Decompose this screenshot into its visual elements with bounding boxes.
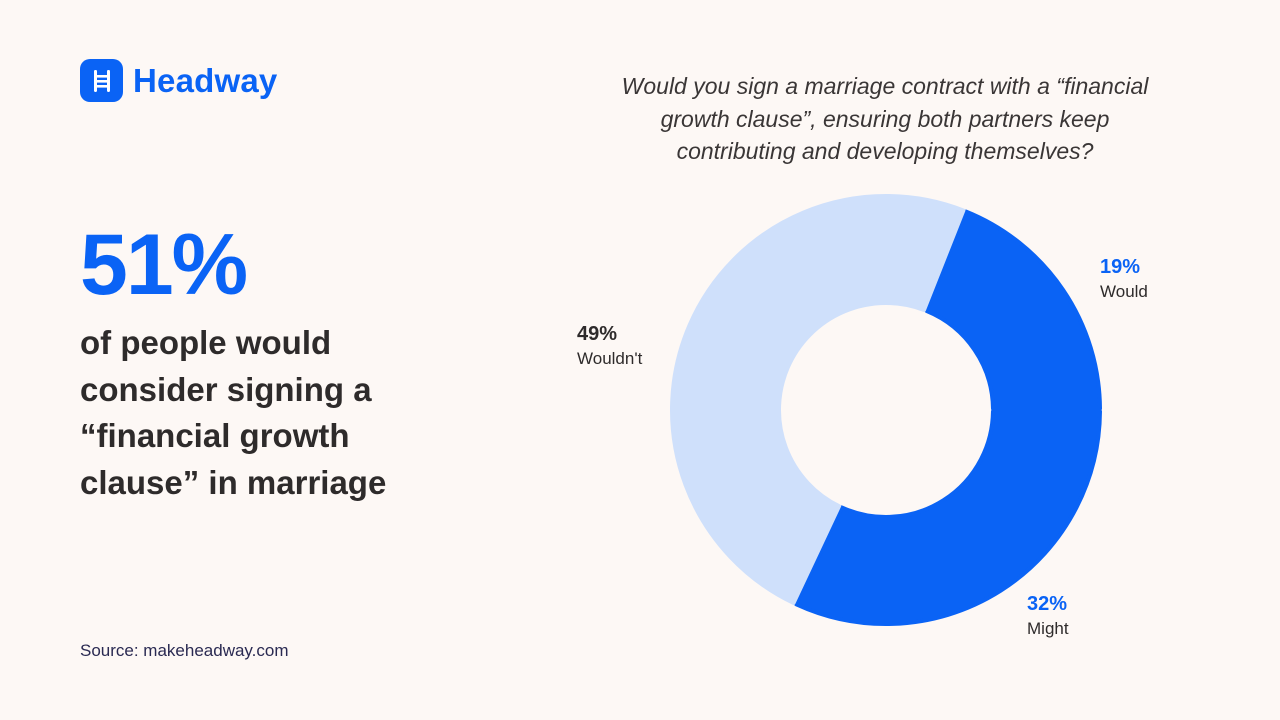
brand-logo: Headway bbox=[80, 59, 277, 102]
brand-name: Headway bbox=[133, 61, 278, 99]
label-wouldnt-name: Wouldn't bbox=[577, 349, 643, 368]
headline-line: consider signing a bbox=[80, 370, 372, 408]
question-line: growth clause”, ensuring both partners k… bbox=[660, 105, 1110, 132]
headline-line: clause” in marriage bbox=[80, 463, 387, 501]
source-credit: Source: makeheadway.com bbox=[80, 641, 289, 660]
headline-line: of people would bbox=[80, 324, 332, 361]
label-might-name: Might bbox=[1027, 619, 1069, 638]
donut-segment-might bbox=[794, 409, 1102, 626]
donut-segment-would bbox=[924, 209, 1102, 411]
label-might-pct: 32% bbox=[1027, 593, 1068, 615]
headline-line: “financial growth bbox=[80, 417, 350, 454]
label-might: 32% Might bbox=[1027, 592, 1069, 640]
donut-segment-wouldnt bbox=[670, 194, 966, 605]
label-wouldnt-pct: 49% bbox=[577, 323, 618, 345]
label-would: 19% Would bbox=[1100, 255, 1148, 303]
question-line: contributing and developing themselves? bbox=[676, 138, 1094, 164]
label-would-name: Would bbox=[1100, 282, 1148, 301]
label-wouldnt: 49% Wouldn't bbox=[577, 322, 642, 370]
ladder-icon bbox=[80, 59, 123, 102]
headline-text: of people would consider signing a “fina… bbox=[80, 320, 440, 506]
headline-stat: 51% bbox=[80, 217, 248, 313]
question-line: Would you sign a marriage contract with … bbox=[621, 73, 1149, 99]
label-would-pct: 19% bbox=[1100, 256, 1141, 278]
survey-question: Would you sign a marriage contract with … bbox=[570, 70, 1200, 168]
